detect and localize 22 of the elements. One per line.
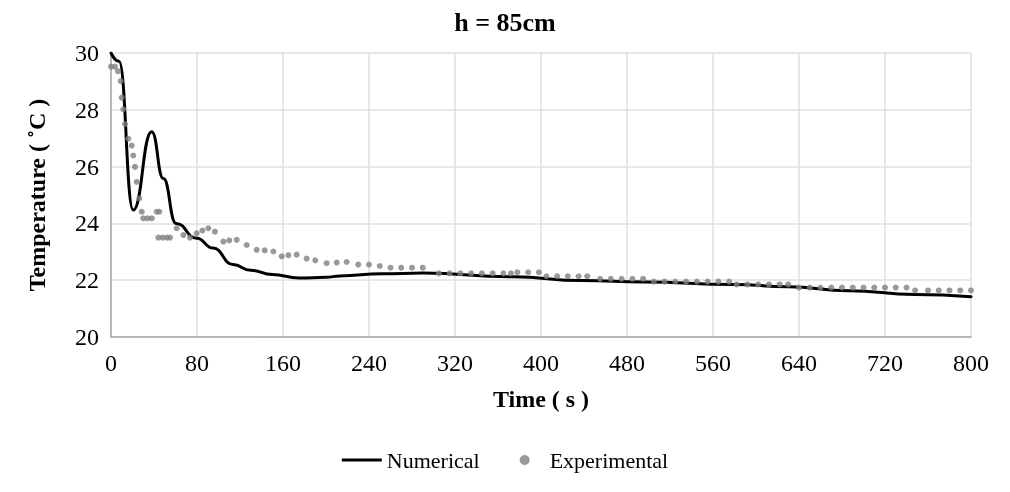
- x-tick-label: 80: [185, 350, 209, 376]
- x-tick-label: 240: [351, 350, 387, 376]
- x-tick-label: 160: [265, 350, 301, 376]
- legend-label: Experimental: [549, 447, 669, 473]
- x-tick-label: 0: [105, 350, 117, 376]
- legend-label: Numerical: [386, 447, 480, 473]
- y-tick-label: 20: [75, 324, 99, 350]
- x-tick-label: 720: [867, 350, 903, 376]
- y-tick-label: 30: [75, 40, 99, 66]
- y-tick-label: 28: [75, 96, 99, 123]
- x-tick-label: 560: [695, 350, 731, 376]
- chart-title: h = 85cm: [454, 7, 557, 37]
- x-tick-label: 640: [781, 350, 817, 376]
- x-axis-title: Time ( s ): [492, 386, 590, 412]
- x-tick-label: 800: [953, 350, 989, 376]
- y-tick-label: 24: [75, 210, 99, 237]
- y-axis-title: Temperature ( ˚C ): [24, 98, 50, 292]
- x-tick-label: 480: [609, 350, 645, 376]
- x-tick-label: 320: [437, 350, 473, 376]
- y-tick-label: 26: [75, 153, 99, 180]
- y-tick-label: 22: [75, 267, 99, 294]
- x-tick-label: 400: [523, 350, 559, 376]
